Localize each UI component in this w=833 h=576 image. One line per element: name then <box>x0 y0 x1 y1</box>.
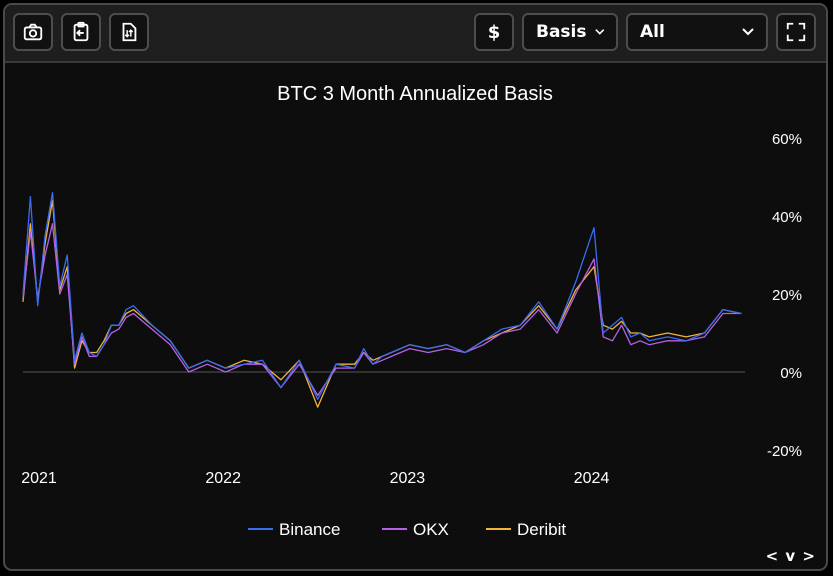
x-tick-label: 2021 <box>21 470 57 487</box>
dollar-icon: $ <box>487 21 501 43</box>
range-select[interactable]: All <box>626 13 768 51</box>
copy-to-clipboard-button[interactable] <box>61 13 101 51</box>
chevron-down-icon <box>742 28 754 36</box>
download-button[interactable] <box>109 13 149 51</box>
x-axis: 2021 2022 2023 2024 <box>21 470 609 487</box>
y-tick-label: 0% <box>780 365 802 382</box>
chart-widget: $ Basis All BTC 3 Month Annualized Basis… <box>3 3 828 571</box>
collapse-button[interactable]: v <box>785 547 797 565</box>
series-line-deribit <box>22 199 742 408</box>
y-axis: 60% 40% 20% 0% -20% <box>767 131 802 460</box>
x-tick-label: 2023 <box>390 470 426 487</box>
y-tick-label: 20% <box>772 287 802 304</box>
camera-button[interactable] <box>13 13 53 51</box>
chart-title: BTC 3 Month Annualized Basis <box>277 83 553 105</box>
series-line-binance <box>22 191 742 400</box>
chevron-down-icon <box>594 29 604 35</box>
toolbar: $ Basis All <box>5 5 826 63</box>
y-tick-label: 40% <box>772 209 802 226</box>
range-select-value: All <box>640 22 665 42</box>
y-tick-label: -20% <box>767 443 802 460</box>
file-download-icon <box>122 22 137 42</box>
pager: < v > <box>766 547 816 565</box>
prev-button[interactable]: < <box>765 547 780 565</box>
x-tick-label: 2024 <box>574 470 610 487</box>
fullscreen-icon <box>786 22 806 42</box>
x-tick-label: 2022 <box>205 470 241 487</box>
series-line-okx <box>22 223 742 397</box>
fullscreen-button[interactable] <box>776 13 816 51</box>
metric-select-value: Basis <box>536 22 587 42</box>
legend-item-binance[interactable]: Binance <box>279 520 340 539</box>
legend-item-deribit[interactable]: Deribit <box>517 520 566 539</box>
next-button[interactable]: > <box>802 547 816 565</box>
currency-button[interactable]: $ <box>474 13 514 51</box>
camera-icon <box>23 23 43 41</box>
clipboard-copy-icon <box>73 21 89 42</box>
y-tick-label: 60% <box>772 131 802 148</box>
series-layer <box>22 191 742 408</box>
metric-select[interactable]: Basis <box>522 13 618 51</box>
basis-chart: BTC 3 Month Annualized Basis 60% 40% 20% 0%… <box>21 83 802 539</box>
legend-item-okx[interactable]: OKX <box>413 520 449 539</box>
legend: Binance OKX Deribit <box>248 520 566 539</box>
